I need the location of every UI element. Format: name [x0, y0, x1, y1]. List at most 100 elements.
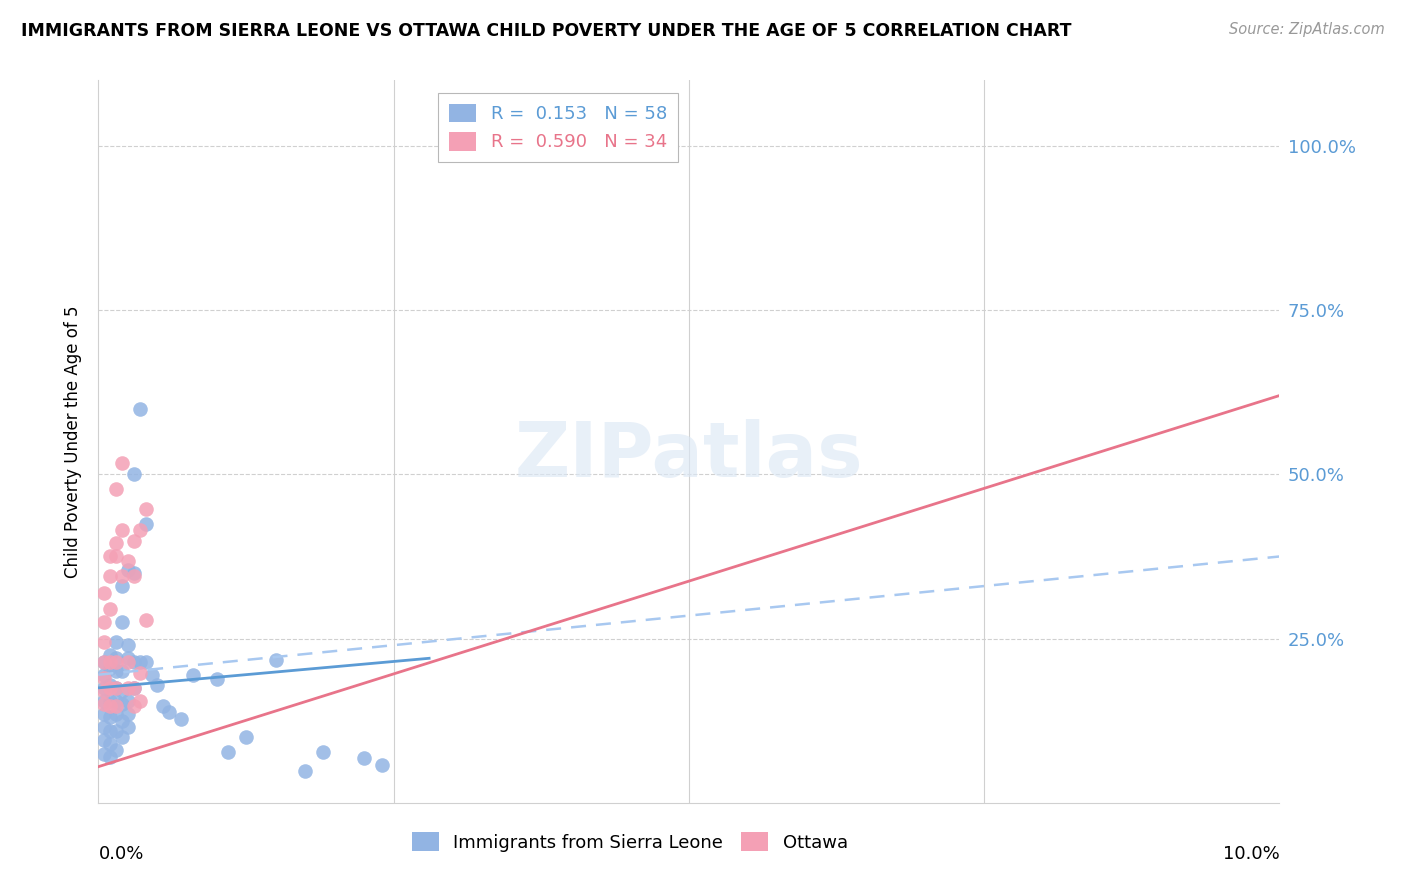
Text: Source: ZipAtlas.com: Source: ZipAtlas.com: [1229, 22, 1385, 37]
Point: [111, 730, 134, 744]
Point: [105, 694, 128, 708]
Point: [122, 566, 145, 580]
Point: [117, 720, 139, 734]
Point: [117, 638, 139, 652]
Point: [135, 613, 157, 627]
Y-axis label: Child Poverty Under the Age of 5: Child Poverty Under the Age of 5: [65, 305, 83, 578]
Point: [105, 698, 128, 713]
Point: [111, 523, 134, 537]
Point: [111, 714, 134, 728]
Point: [93, 655, 115, 669]
Point: [111, 684, 134, 698]
Point: [141, 667, 163, 681]
Point: [93, 615, 115, 630]
Point: [128, 665, 150, 680]
Point: [353, 751, 375, 765]
Point: [630, 139, 652, 153]
Point: [105, 681, 128, 695]
Point: [93, 707, 115, 722]
Point: [93, 747, 115, 761]
Point: [111, 456, 134, 470]
Point: [122, 698, 145, 713]
Point: [235, 730, 257, 744]
Point: [98, 569, 121, 583]
Point: [157, 705, 180, 719]
Point: [105, 635, 128, 649]
Point: [146, 677, 169, 691]
Point: [105, 743, 128, 757]
Point: [105, 665, 128, 679]
Point: [122, 681, 145, 695]
Point: [105, 707, 128, 722]
Point: [93, 585, 115, 599]
Point: [98, 694, 121, 708]
Point: [98, 710, 121, 724]
Point: [98, 723, 121, 738]
Point: [135, 516, 157, 531]
Point: [98, 648, 121, 662]
Text: 0.0%: 0.0%: [98, 846, 143, 863]
Point: [294, 764, 316, 779]
Point: [105, 536, 128, 550]
Point: [117, 655, 139, 669]
Point: [217, 745, 239, 759]
Point: [264, 652, 287, 666]
Point: [105, 549, 128, 564]
Point: [93, 655, 115, 669]
Point: [93, 720, 115, 734]
Point: [128, 694, 150, 708]
Point: [128, 523, 150, 537]
Point: [371, 757, 394, 772]
Text: ZIPatlas: ZIPatlas: [515, 419, 863, 493]
Point: [111, 665, 134, 679]
Point: [93, 671, 115, 685]
Point: [117, 651, 139, 665]
Point: [111, 569, 134, 583]
Point: [111, 615, 134, 630]
Point: [128, 401, 150, 416]
Text: 10.0%: 10.0%: [1223, 846, 1279, 863]
Point: [93, 733, 115, 747]
Point: [98, 661, 121, 675]
Point: [117, 554, 139, 568]
Point: [98, 549, 121, 564]
Point: [93, 694, 115, 708]
Point: [181, 667, 204, 681]
Text: IMMIGRANTS FROM SIERRA LEONE VS OTTAWA CHILD POVERTY UNDER THE AGE OF 5 CORRELAT: IMMIGRANTS FROM SIERRA LEONE VS OTTAWA C…: [21, 22, 1071, 40]
Point: [98, 698, 121, 713]
Point: [105, 482, 128, 496]
Point: [312, 745, 335, 759]
Point: [170, 712, 193, 726]
Point: [122, 534, 145, 549]
Point: [128, 655, 150, 669]
Point: [122, 467, 145, 482]
Point: [98, 681, 121, 695]
Point: [152, 698, 174, 713]
Point: [93, 684, 115, 698]
Point: [117, 563, 139, 577]
Point: [105, 723, 128, 738]
Point: [98, 737, 121, 751]
Point: [111, 579, 134, 593]
Point: [93, 635, 115, 649]
Point: [135, 501, 157, 516]
Point: [117, 681, 139, 695]
Point: [105, 681, 128, 695]
Point: [93, 698, 115, 712]
Point: [117, 707, 139, 722]
Point: [135, 655, 157, 669]
Point: [98, 677, 121, 691]
Point: [93, 681, 115, 695]
Point: [122, 655, 145, 669]
Legend: Immigrants from Sierra Leone, Ottawa: Immigrants from Sierra Leone, Ottawa: [405, 825, 855, 859]
Point: [111, 698, 134, 712]
Point: [105, 651, 128, 665]
Point: [122, 569, 145, 583]
Point: [205, 673, 228, 687]
Point: [98, 655, 121, 669]
Point: [98, 602, 121, 616]
Point: [117, 694, 139, 708]
Point: [122, 681, 145, 695]
Point: [98, 749, 121, 764]
Point: [105, 655, 128, 669]
